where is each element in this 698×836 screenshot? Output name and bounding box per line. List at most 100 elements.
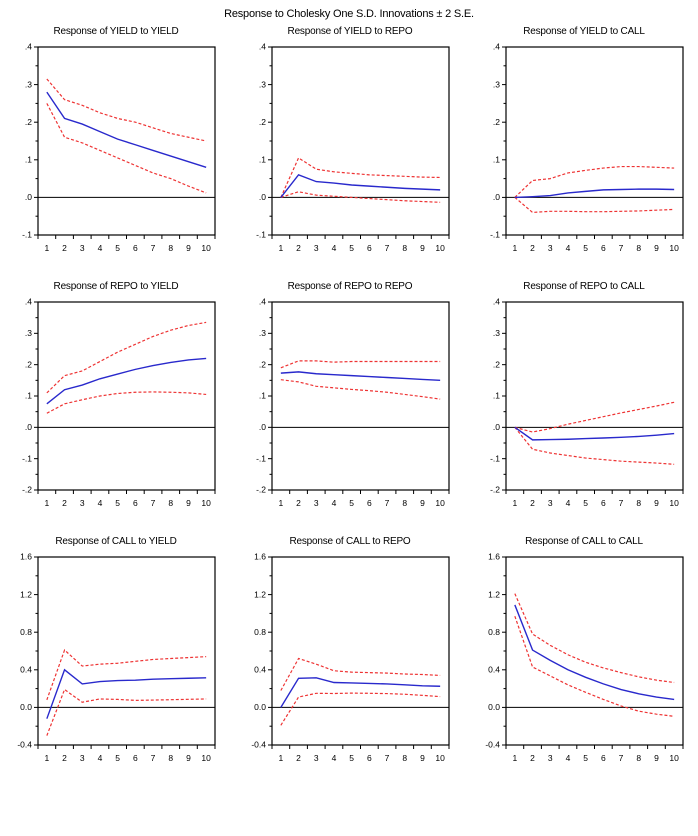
svg-text:8: 8 [636,243,641,253]
svg-text:5: 5 [115,498,120,508]
svg-text:4: 4 [98,753,103,763]
svg-text:.4: .4 [493,42,500,52]
lower_2se-line [514,616,675,717]
svg-text:9: 9 [420,243,425,253]
svg-text:0.8: 0.8 [254,627,266,637]
svg-text:0.0: 0.0 [488,702,500,712]
lower_2se-line [280,379,441,400]
svg-text:.2: .2 [259,359,266,369]
svg-text:9: 9 [186,753,191,763]
response-line [514,426,675,441]
irf-panel-repo-yield: Response of REPO to YIELD .4 .3 .2 .1 .0 -.1 -… [10,281,222,510]
irf-panel-call-call: Response of CALL to CALL 1.6 1.2 0.8 0.4 0.0… [478,536,690,765]
svg-text:2: 2 [62,753,67,763]
svg-text:1: 1 [278,753,283,763]
upper_2se-line [514,593,675,684]
irf-panel-yield-yield: Response of YIELD to YIELD .4 .3 .2 .1 .0 -.1… [10,26,222,255]
svg-text:4: 4 [98,498,103,508]
response-line [280,174,441,198]
lower_2se-line [514,426,675,465]
svg-text:3: 3 [548,498,553,508]
svg-text:7: 7 [151,753,156,763]
panel-title: Response of REPO to REPO [287,281,413,292]
upper_2se-line [514,165,675,198]
svg-text:6: 6 [133,753,138,763]
svg-text:1: 1 [512,498,517,508]
svg-text:2: 2 [530,243,535,253]
svg-text:-0.4: -0.4 [251,740,266,750]
panel-title: Response of YIELD to REPO [287,26,413,37]
upper_2se-line [280,360,441,369]
svg-text:5: 5 [583,753,588,763]
svg-text:3: 3 [314,498,319,508]
svg-text:.1: .1 [259,155,266,165]
response-line [46,357,207,405]
lower_2se-line [46,391,207,414]
svg-text:.3: .3 [493,79,500,89]
svg-text:7: 7 [619,753,624,763]
svg-text:7: 7 [151,243,156,253]
svg-text:0.0: 0.0 [254,702,266,712]
chart-svg: .4 .3 .2 .1 .0 -.1 -.2 1 2 3 4 5 6 7 8 9 10 [22,297,216,508]
svg-text:5: 5 [583,243,588,253]
plot-area: .4 .3 .2 .1 .0 -.1 1 2 3 4 5 6 7 8 9 10 [478,41,690,255]
svg-text:0.0: 0.0 [20,702,32,712]
svg-text:2: 2 [62,498,67,508]
svg-text:1: 1 [278,498,283,508]
plot-area: .4 .3 .2 .1 .0 -.1 -.2 1 2 3 4 5 6 7 8 9 10 [478,296,690,510]
chart-svg: .4 .3 .2 .1 .0 -.1 1 2 3 4 5 6 7 8 9 10 [490,42,684,253]
svg-text:10: 10 [201,498,211,508]
upper_2se-line [280,657,441,691]
lower_2se-line [280,692,441,726]
svg-text:7: 7 [619,243,624,253]
svg-text:-.1: -.1 [22,230,32,240]
svg-text:.2: .2 [493,359,500,369]
panel-title: Response of CALL to REPO [289,536,411,547]
irf-panel-call-yield: Response of CALL to YIELD 1.6 1.2 0.8 0.4 0.… [10,536,222,765]
svg-text:3: 3 [80,753,85,763]
svg-text:3: 3 [314,753,319,763]
svg-text:5: 5 [349,243,354,253]
svg-text:1: 1 [512,753,517,763]
svg-text:1.6: 1.6 [254,552,266,562]
svg-text:.0: .0 [493,192,500,202]
svg-text:0.4: 0.4 [254,665,266,675]
irf-panel-yield-call: Response of YIELD to CALL .4 .3 .2 .1 .0 -.1 1… [478,26,690,255]
svg-text:5: 5 [115,753,120,763]
svg-text:.3: .3 [259,79,266,89]
panel-title: Response of YIELD to CALL [523,26,645,37]
plot-area: 1.6 1.2 0.8 0.4 0.0 -0.4 1 2 3 4 5 6 7 8 9 10 [244,551,456,765]
svg-text:9: 9 [186,243,191,253]
svg-text:4: 4 [566,753,571,763]
svg-text:7: 7 [619,498,624,508]
svg-text:7: 7 [385,498,390,508]
svg-text:.0: .0 [493,422,500,432]
svg-text:9: 9 [654,753,659,763]
svg-text:4: 4 [332,498,337,508]
svg-text:3: 3 [548,753,553,763]
svg-text:.4: .4 [259,297,266,307]
response-line [514,188,675,199]
svg-text:2: 2 [296,753,301,763]
svg-text:.2: .2 [25,117,32,127]
lower_2se-line [46,688,207,736]
svg-text:5: 5 [115,243,120,253]
svg-text:8: 8 [168,753,173,763]
svg-text:7: 7 [385,753,390,763]
chart-svg: .4 .3 .2 .1 .0 -.1 1 2 3 4 5 6 7 8 9 10 [22,42,216,253]
svg-text:.4: .4 [259,42,266,52]
svg-text:10: 10 [669,243,679,253]
irf-panel-yield-repo: Response of YIELD to REPO .4 .3 .2 .1 .0 -.1 1… [244,26,456,255]
svg-text:.0: .0 [25,422,32,432]
plot-area: .4 .3 .2 .1 .0 -.1 -.2 1 2 3 4 5 6 7 8 9 10 [10,296,222,510]
svg-text:5: 5 [583,498,588,508]
svg-text:10: 10 [201,243,211,253]
svg-text:8: 8 [168,498,173,508]
response-line [280,371,441,382]
panel-title: Response of YIELD to YIELD [53,26,179,37]
irf-panel-repo-repo: Response of REPO to REPO .4 .3 .2 .1 .0 -.1 -.… [244,281,456,510]
response-line [514,604,675,701]
svg-text:-.2: -.2 [22,485,32,495]
svg-text:1: 1 [44,243,49,253]
